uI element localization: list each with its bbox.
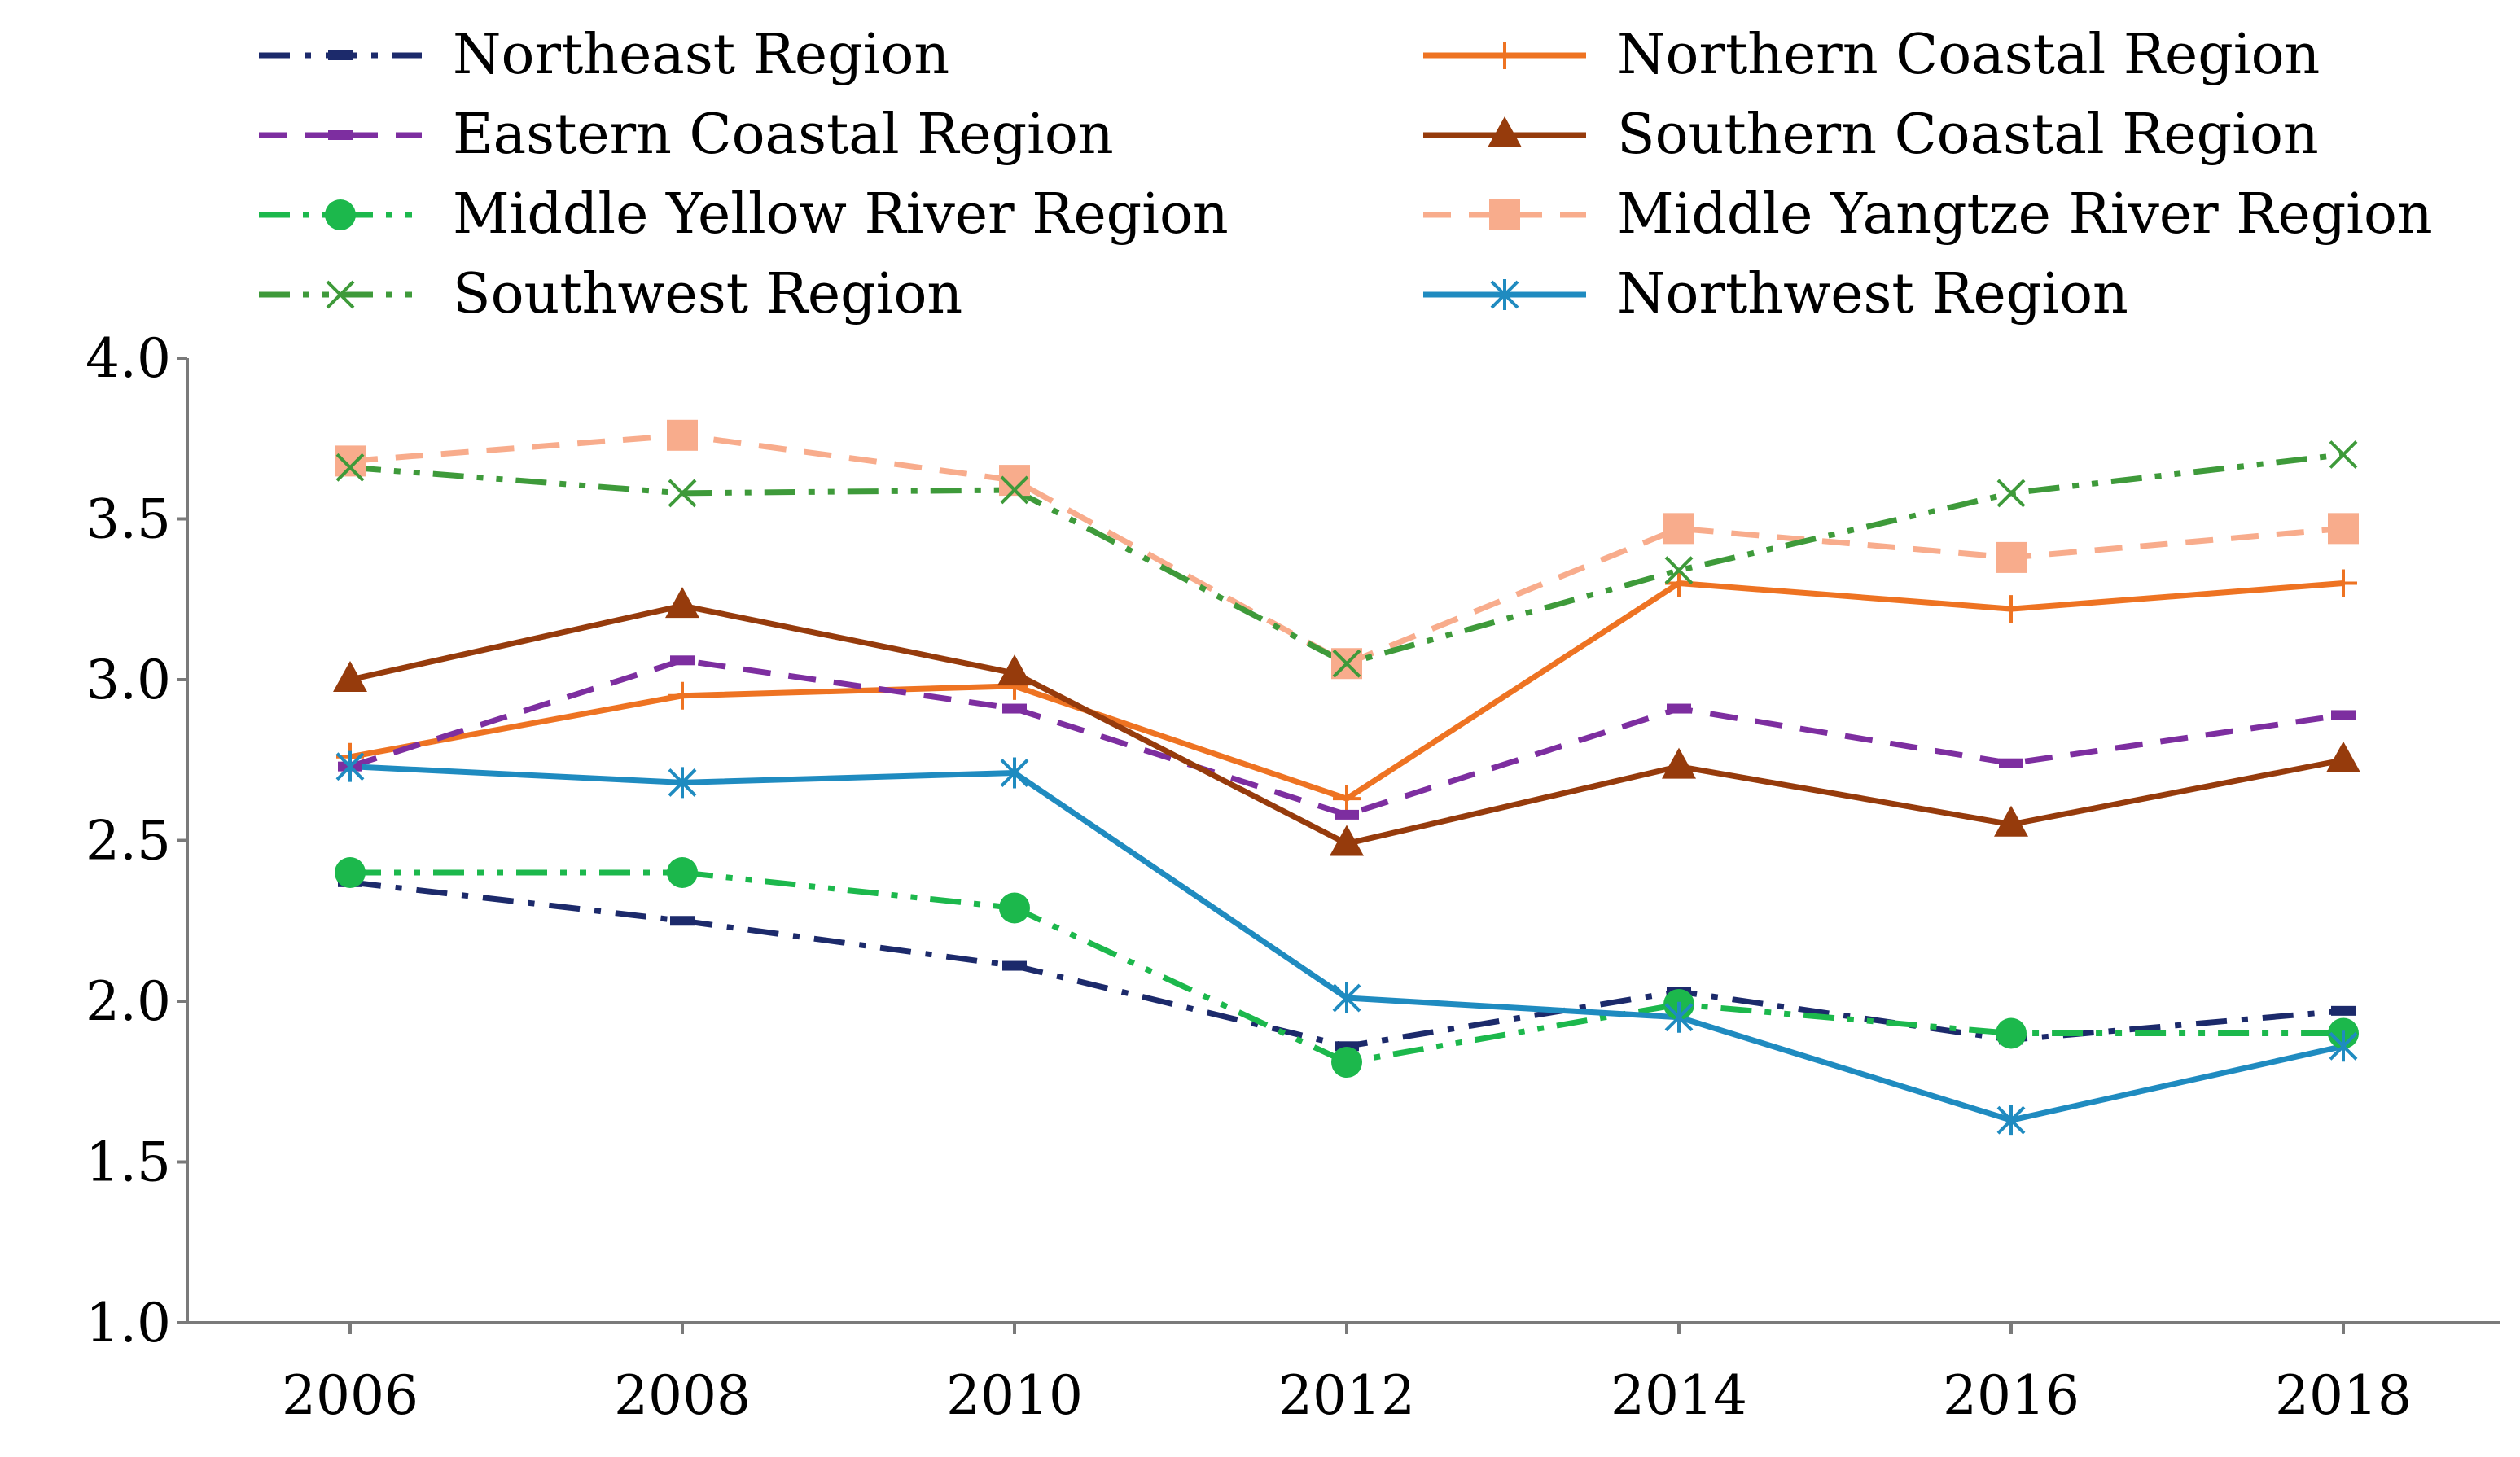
- series-lines: [348, 432, 2344, 1123]
- data-point: [1662, 747, 1696, 779]
- data-point: [999, 892, 1030, 924]
- data-point: [1000, 475, 1029, 505]
- legend-marker: [325, 199, 356, 230]
- data-point: [1332, 982, 1361, 1014]
- x-tick-label: 2006: [282, 1364, 419, 1427]
- data-point: [1330, 825, 1364, 856]
- data-point: [1663, 513, 1694, 545]
- y-tick-label: 3.5: [85, 488, 171, 551]
- legend-item: Northern Coastal Region: [1423, 23, 2320, 87]
- data-point: [665, 587, 699, 619]
- legend-item: Middle Yellow River Region: [259, 182, 1229, 247]
- data-point: [1333, 785, 1361, 813]
- legend-marker: [326, 280, 355, 309]
- data-point: [335, 445, 366, 477]
- data-point: [1996, 1105, 2026, 1136]
- series-markers: [333, 419, 2360, 1136]
- data-point: [333, 661, 367, 692]
- data-point: [670, 655, 695, 666]
- legend-label: Northeast Region: [453, 23, 949, 87]
- legend-item: Southwest Region: [259, 262, 962, 326]
- legend-label: Northern Coastal Region: [1617, 23, 2320, 87]
- data-point: [997, 654, 1032, 686]
- y-tick-label: 1.5: [85, 1131, 171, 1194]
- y-tick-label: 4.0: [85, 327, 171, 390]
- data-point: [1000, 757, 1029, 789]
- legend: Northeast Region Northern Coastal Region E…: [259, 23, 2433, 326]
- data-point: [1665, 569, 1693, 597]
- data-point: [2329, 1030, 2358, 1062]
- data-point: [1664, 1001, 1694, 1033]
- y-tick-label: 3.0: [85, 649, 171, 711]
- data-point: [667, 419, 698, 451]
- legend-item: Eastern Coastal Region: [259, 103, 1114, 167]
- data-point: [668, 767, 697, 799]
- x-tick-label: 2010: [946, 1364, 1083, 1427]
- legend-marker: [1490, 279, 1519, 310]
- x-tick-label: 2016: [1943, 1364, 2080, 1427]
- x-tick-label: 2018: [2275, 1364, 2412, 1427]
- series-line: [349, 432, 2344, 667]
- data-point: [2329, 440, 2358, 469]
- legend-marker: [328, 130, 353, 140]
- data-point: [1994, 805, 2028, 837]
- data-point: [1002, 703, 1027, 714]
- data-point: [668, 479, 697, 508]
- legend-label: Southern Coastal Region: [1617, 103, 2319, 167]
- x-tick-label: 2012: [1278, 1364, 1415, 1427]
- data-point: [1996, 1017, 2027, 1049]
- data-point: [1997, 595, 2025, 623]
- legend-item: Middle Yangtze River Region: [1423, 182, 2433, 247]
- legend-label: Middle Yellow River Region: [453, 182, 1229, 247]
- legend-marker: [1488, 116, 1522, 147]
- legend-item: Northwest Region: [1423, 262, 2128, 326]
- data-point: [335, 857, 366, 888]
- data-point: [2326, 741, 2360, 772]
- legend-item: Southern Coastal Region: [1423, 103, 2319, 167]
- data-point: [2331, 1005, 2356, 1016]
- x-tick-label: 2014: [1611, 1364, 1747, 1427]
- y-tick-label: 1.0: [85, 1292, 171, 1354]
- data-point: [2328, 513, 2359, 545]
- data-point: [668, 681, 696, 710]
- data-point: [2331, 710, 2356, 720]
- series-line: [350, 869, 2343, 1065]
- legend-label: Southwest Region: [453, 262, 962, 326]
- data-point: [2329, 569, 2357, 597]
- y-axis-ticks: 1.0 1.5 2.0 2.5 3.0 3.5 4.0: [85, 327, 187, 1354]
- legend-label: Eastern Coastal Region: [453, 103, 1114, 167]
- legend-marker: [1491, 42, 1519, 69]
- data-point: [1996, 541, 2027, 573]
- data-point: [1332, 649, 1361, 678]
- series-line: [349, 452, 2344, 667]
- y-tick-label: 2.0: [85, 970, 171, 1033]
- legend-label: Northwest Region: [1617, 262, 2128, 326]
- data-point: [335, 750, 365, 782]
- legend-marker: [1489, 199, 1520, 230]
- series-line: [349, 879, 2344, 1049]
- data-point: [667, 857, 698, 888]
- plot-area: 1.01.52.02.53.03.54.0 2006 2008 2010 2012 20…: [85, 327, 2500, 1427]
- y-tick-label: 2.5: [85, 810, 171, 873]
- legend-item: Northeast Region: [259, 23, 949, 87]
- data-point: [335, 453, 365, 482]
- data-point: [1331, 1047, 1362, 1079]
- legend-marker: [328, 50, 353, 60]
- x-axis-ticks: 2006 2008 2010 2012 2014 2016 2018: [282, 1323, 2412, 1427]
- x-tick-label: 2008: [614, 1364, 751, 1427]
- data-point: [670, 916, 695, 926]
- data-point: [1667, 703, 1691, 714]
- data-point: [1999, 758, 2023, 768]
- legend-label: Middle Yangtze River Region: [1617, 182, 2433, 247]
- data-point: [1335, 809, 1359, 820]
- data-point: [1002, 960, 1027, 971]
- data-point: [1664, 556, 1694, 585]
- data-point: [1996, 479, 2026, 508]
